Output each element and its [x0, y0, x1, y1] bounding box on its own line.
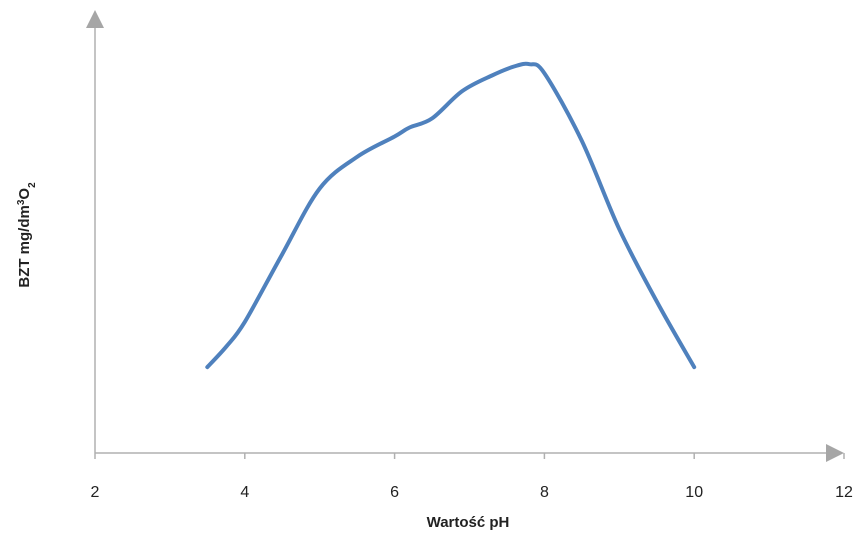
x-axis-arrow	[826, 444, 844, 462]
y-axis-title-main: BZT mg/dm	[16, 205, 33, 288]
x-tick-labels: 2 4 6 8 10 12	[91, 484, 853, 501]
series	[205, 61, 697, 370]
y-axis-title-sup: 3	[16, 199, 27, 205]
y-axis-title: BZT mg/dm3O2	[16, 182, 38, 288]
x-tick-label: 2	[91, 484, 100, 501]
series-line	[205, 61, 697, 370]
x-tick-label: 6	[390, 484, 399, 501]
y-axis-arrow	[86, 10, 104, 28]
x-tick-label: 10	[685, 484, 703, 501]
x-ticks	[94, 453, 845, 459]
y-axis-title-unit: O	[16, 188, 33, 200]
x-tick-label: 4	[240, 484, 249, 501]
y-axis-title-sub: 2	[27, 182, 38, 188]
x-axis-title: Wartość pH	[427, 514, 510, 531]
x-tick-label: 8	[540, 484, 549, 501]
axes	[86, 10, 844, 462]
x-tick-label: 12	[835, 484, 853, 501]
